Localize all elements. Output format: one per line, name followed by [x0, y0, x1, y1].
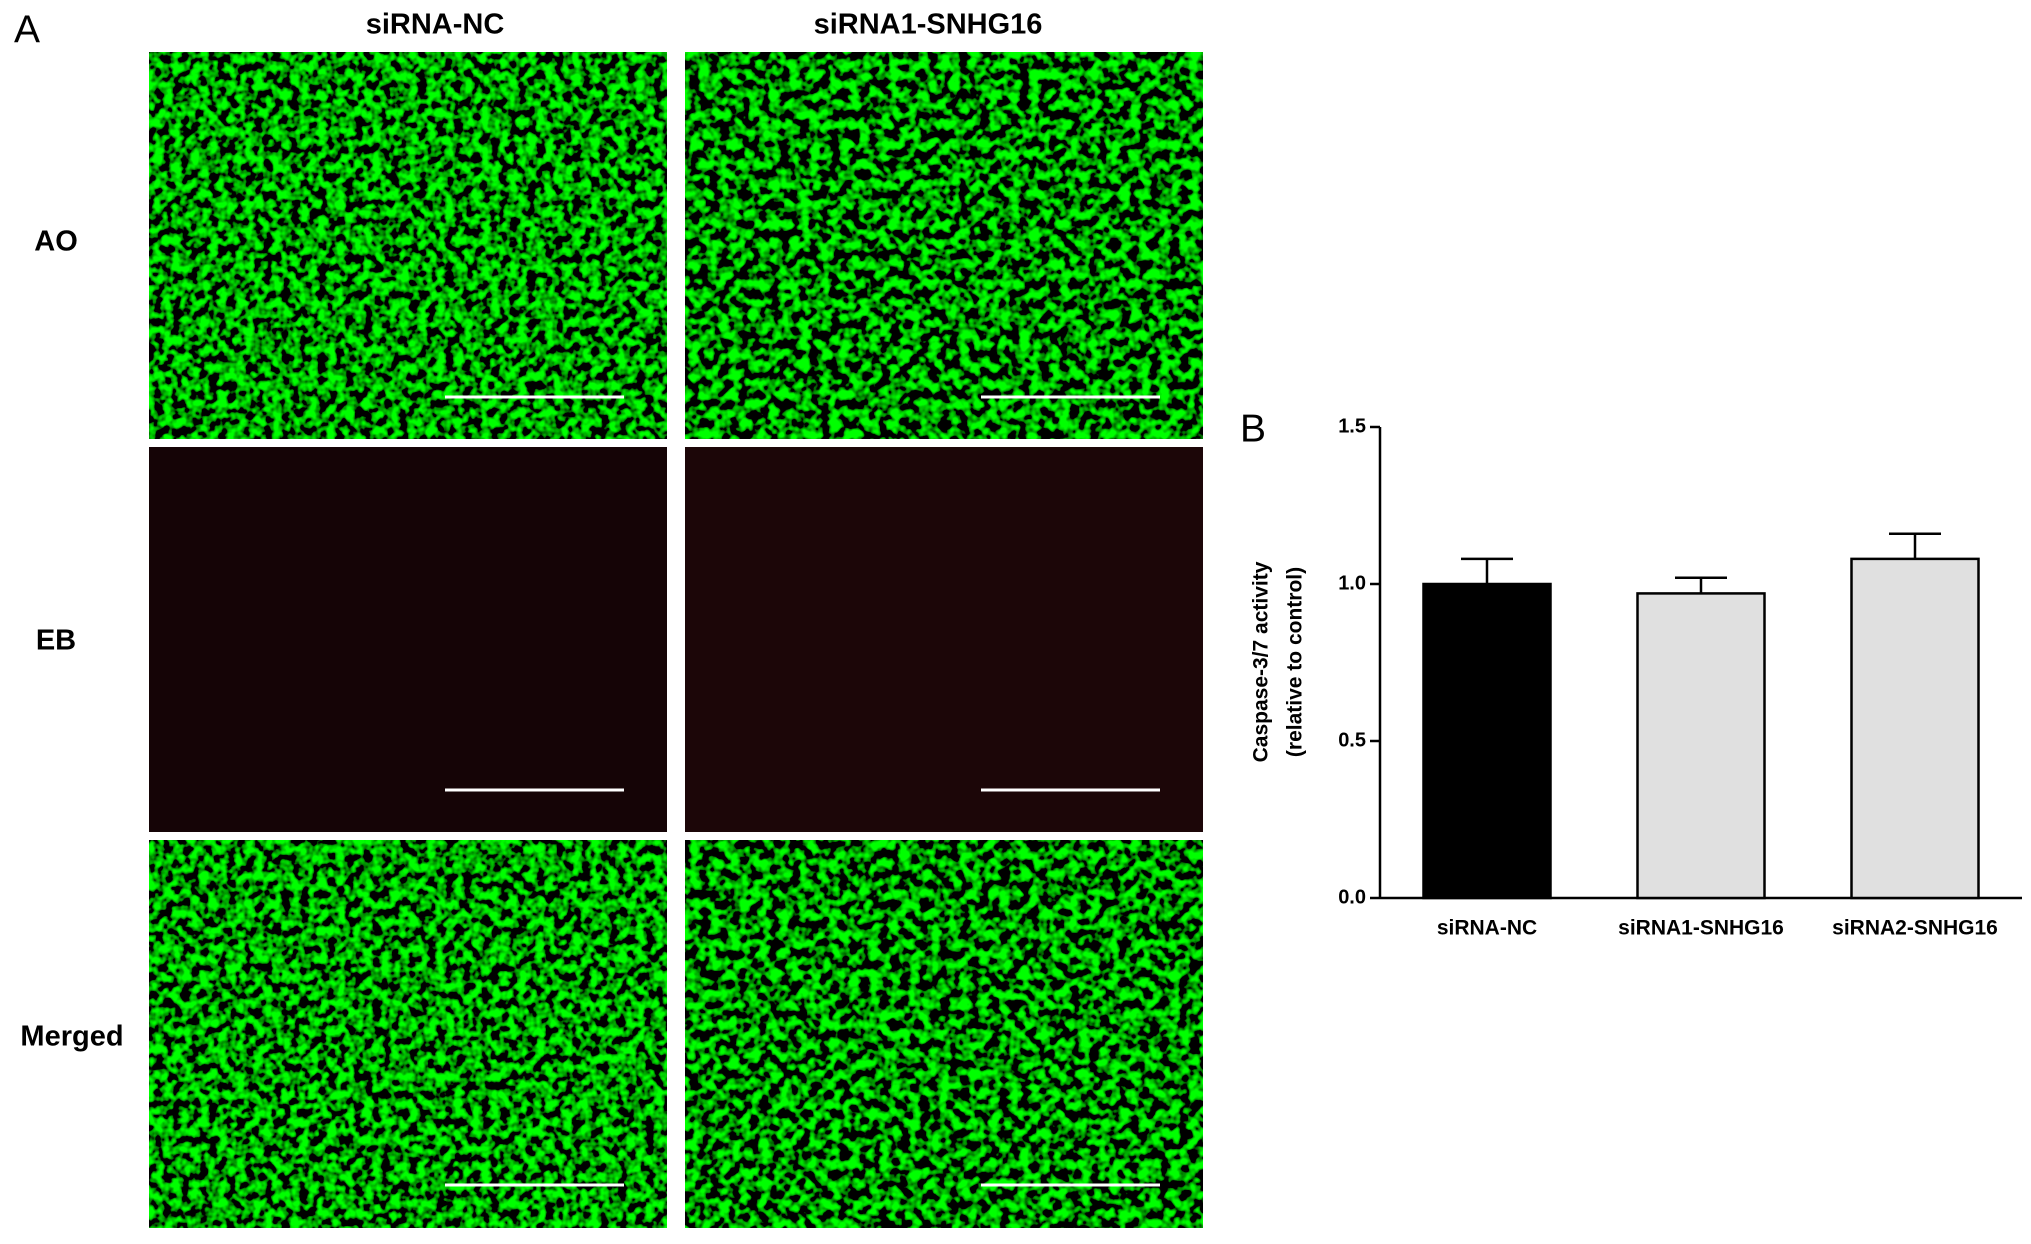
- bar: [1636, 592, 1766, 900]
- micrograph: [149, 840, 667, 1228]
- column-header: siRNA1-SNHG16: [814, 9, 1043, 41]
- micrograph: [685, 447, 1203, 832]
- y-tick-label: 1.5: [1338, 415, 1366, 437]
- micrograph: [149, 52, 667, 439]
- row-label: Merged: [20, 1021, 123, 1053]
- micrograph: [685, 52, 1203, 439]
- y-axis-label: (relative to control): [1284, 567, 1307, 757]
- y-tick-label: 1.0: [1338, 572, 1366, 594]
- x-tick-label: siRNA2-SNHG16: [1832, 917, 1998, 940]
- panel-label: A: [14, 8, 40, 51]
- y-axis-label: Caspase-3/7 activity: [1250, 561, 1273, 762]
- x-tick-label: siRNA1-SNHG16: [1618, 917, 1784, 940]
- scale-bars: [445, 395, 1160, 1187]
- x-tick-label: siRNA-NC: [1437, 917, 1537, 940]
- column-header: siRNA-NC: [366, 9, 505, 41]
- bar: [1422, 582, 1552, 900]
- bar: [1850, 557, 1980, 900]
- micrograph: [149, 447, 667, 832]
- y-tick-label: 0.5: [1338, 729, 1366, 751]
- y-tick-label: 0.0: [1338, 886, 1366, 908]
- row-label: AO: [34, 226, 78, 258]
- micrograph: [685, 840, 1203, 1228]
- panel-label: B: [1240, 407, 1266, 450]
- row-label: EB: [36, 625, 76, 657]
